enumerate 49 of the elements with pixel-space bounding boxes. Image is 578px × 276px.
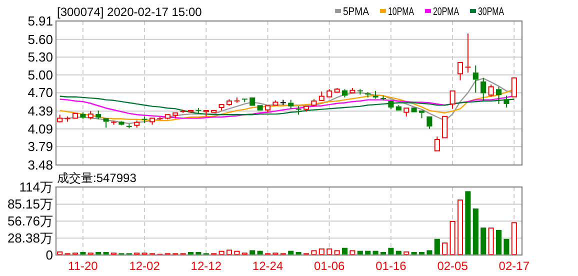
bar: [326, 248, 332, 255]
y-tick-label: 5.30: [28, 50, 53, 65]
bar: [472, 208, 478, 255]
x-tick-label: 12-12: [190, 259, 222, 273]
y-tick-label: 85.15万: [7, 196, 53, 212]
x-tick-label: 02-05: [437, 259, 468, 273]
x-tick-label: 01-06: [314, 259, 346, 273]
legend-label: 5PMA: [343, 6, 373, 18]
bar: [496, 230, 502, 255]
bar: [388, 248, 394, 255]
bar: [226, 250, 232, 255]
y-tick-label: 4.09: [28, 121, 53, 136]
x-tick-label: 02-17: [498, 259, 530, 273]
bar: [350, 250, 356, 255]
bar: [318, 248, 324, 255]
y-tick-label: 3.48: [28, 158, 53, 172]
chart-title: [300074] 2020-02-17 15:00: [57, 5, 202, 19]
bar: [450, 221, 456, 255]
y-tick-label: 4.70: [28, 85, 53, 100]
y-tick-label: 5.91: [28, 14, 53, 28]
y-tick-label: 5.60: [28, 32, 53, 47]
x-tick-label: 12-02: [129, 259, 160, 273]
bar: [511, 222, 517, 255]
x-tick-label: 11-20: [68, 259, 98, 273]
bar: [488, 228, 494, 255]
y-tick-label: 0: [46, 248, 53, 262]
bar: [342, 248, 348, 255]
y-tick-label: 5.00: [28, 67, 53, 82]
bar: [434, 238, 440, 255]
bar: [250, 250, 256, 255]
bar: [465, 191, 471, 255]
y-tick-label: 28.38万: [7, 230, 53, 246]
bar: [480, 228, 486, 255]
y-tick-label: 56.76万: [7, 214, 53, 229]
x-tick-label: 01-16: [376, 259, 407, 273]
x-tick-label: 12-24: [252, 259, 284, 273]
bar: [426, 250, 432, 255]
bar: [457, 200, 464, 255]
chart-title: 成交量:547993: [57, 171, 137, 185]
bar: [334, 250, 340, 255]
legend-label: 30PMA: [478, 6, 514, 18]
bar: [442, 242, 448, 255]
y-tick-label: 114万: [19, 180, 53, 194]
legend-label: 20PMA: [433, 6, 470, 18]
y-tick-label: 3.79: [28, 139, 53, 154]
bar: [504, 238, 510, 255]
y-tick-label: 4.39: [28, 104, 53, 119]
legend-label: 10PMA: [388, 6, 424, 18]
bar: [311, 250, 317, 255]
